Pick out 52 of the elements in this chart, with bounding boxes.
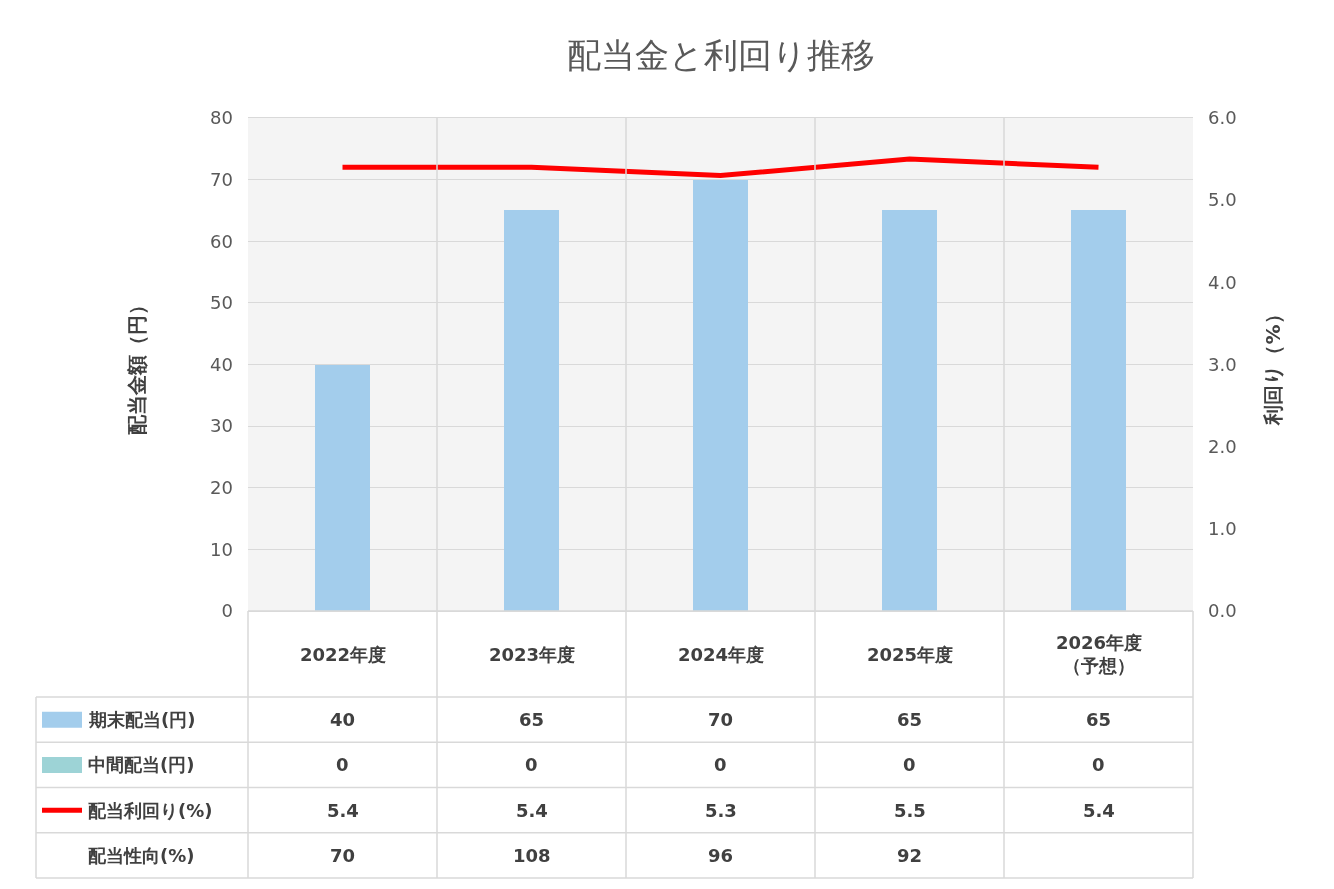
y2-tick-label: 3.0 bbox=[1208, 353, 1237, 375]
legend-label: 配当利回り(%) bbox=[88, 800, 213, 821]
data-label: 5.3 bbox=[705, 800, 737, 821]
x-tick-label: 2023年度 bbox=[489, 644, 576, 665]
y-tick-label: 40 bbox=[210, 353, 233, 375]
y2-tick-label: 2.0 bbox=[1208, 435, 1237, 457]
x-tick-label: 2024年度 bbox=[678, 644, 765, 665]
y-tick-label: 30 bbox=[210, 415, 233, 437]
data-label: 65 bbox=[1086, 709, 1112, 730]
data-label: 0 bbox=[1092, 754, 1105, 775]
legend-label: 期末配当(円) bbox=[88, 709, 196, 730]
text: 96 bbox=[708, 845, 734, 866]
y-tick-label: 70 bbox=[210, 168, 233, 190]
x-tick-label: 2022年度 bbox=[300, 644, 387, 665]
y2-tick-label: 4.0 bbox=[1208, 271, 1237, 293]
data-label: 0 bbox=[714, 754, 727, 775]
y-tick-label: 0 bbox=[221, 600, 233, 622]
bar bbox=[1071, 210, 1126, 611]
chart-title: 配当金と利回り推移 bbox=[566, 34, 875, 75]
y-tick-label: 20 bbox=[210, 477, 233, 499]
y-axis-title: 配当金額（円） bbox=[124, 294, 149, 435]
text: 108 bbox=[513, 845, 551, 866]
data-label: 40 bbox=[330, 709, 356, 730]
x-tick-label: 2026年度（予想） bbox=[1056, 632, 1143, 677]
text: 配当性向(%) bbox=[88, 845, 195, 866]
x-tick-label: 2025年度 bbox=[867, 644, 954, 665]
y2-tick-label: 0.0 bbox=[1208, 600, 1237, 622]
y-tick-label: 80 bbox=[210, 107, 233, 129]
y-tick-label: 10 bbox=[210, 538, 233, 560]
data-label: 0 bbox=[903, 754, 916, 775]
data-label: 65 bbox=[519, 709, 545, 730]
data-label: 0 bbox=[525, 754, 538, 775]
bar bbox=[315, 364, 370, 611]
y2-tick-label: 5.0 bbox=[1208, 189, 1237, 211]
y2-tick-label: 6.0 bbox=[1208, 107, 1237, 129]
data-label: 70 bbox=[708, 709, 734, 730]
bar bbox=[693, 179, 748, 611]
data-label: 5.4 bbox=[516, 800, 548, 821]
bar bbox=[882, 210, 937, 611]
y-tick-label: 60 bbox=[210, 230, 233, 252]
legend-label: 中間配当(円) bbox=[88, 754, 195, 775]
bar bbox=[504, 210, 559, 611]
data-label: 5.5 bbox=[894, 800, 926, 821]
text: 70 bbox=[330, 845, 356, 866]
text: 92 bbox=[897, 845, 923, 866]
data-label: 65 bbox=[897, 709, 923, 730]
y-tick-label: 50 bbox=[210, 292, 233, 314]
y2-axis-title: 利回り（%） bbox=[1261, 304, 1286, 426]
data-label: 5.4 bbox=[1083, 800, 1115, 821]
y2-tick-label: 1.0 bbox=[1208, 518, 1237, 540]
data-label: 0 bbox=[336, 754, 349, 775]
data-label: 5.4 bbox=[327, 800, 359, 821]
